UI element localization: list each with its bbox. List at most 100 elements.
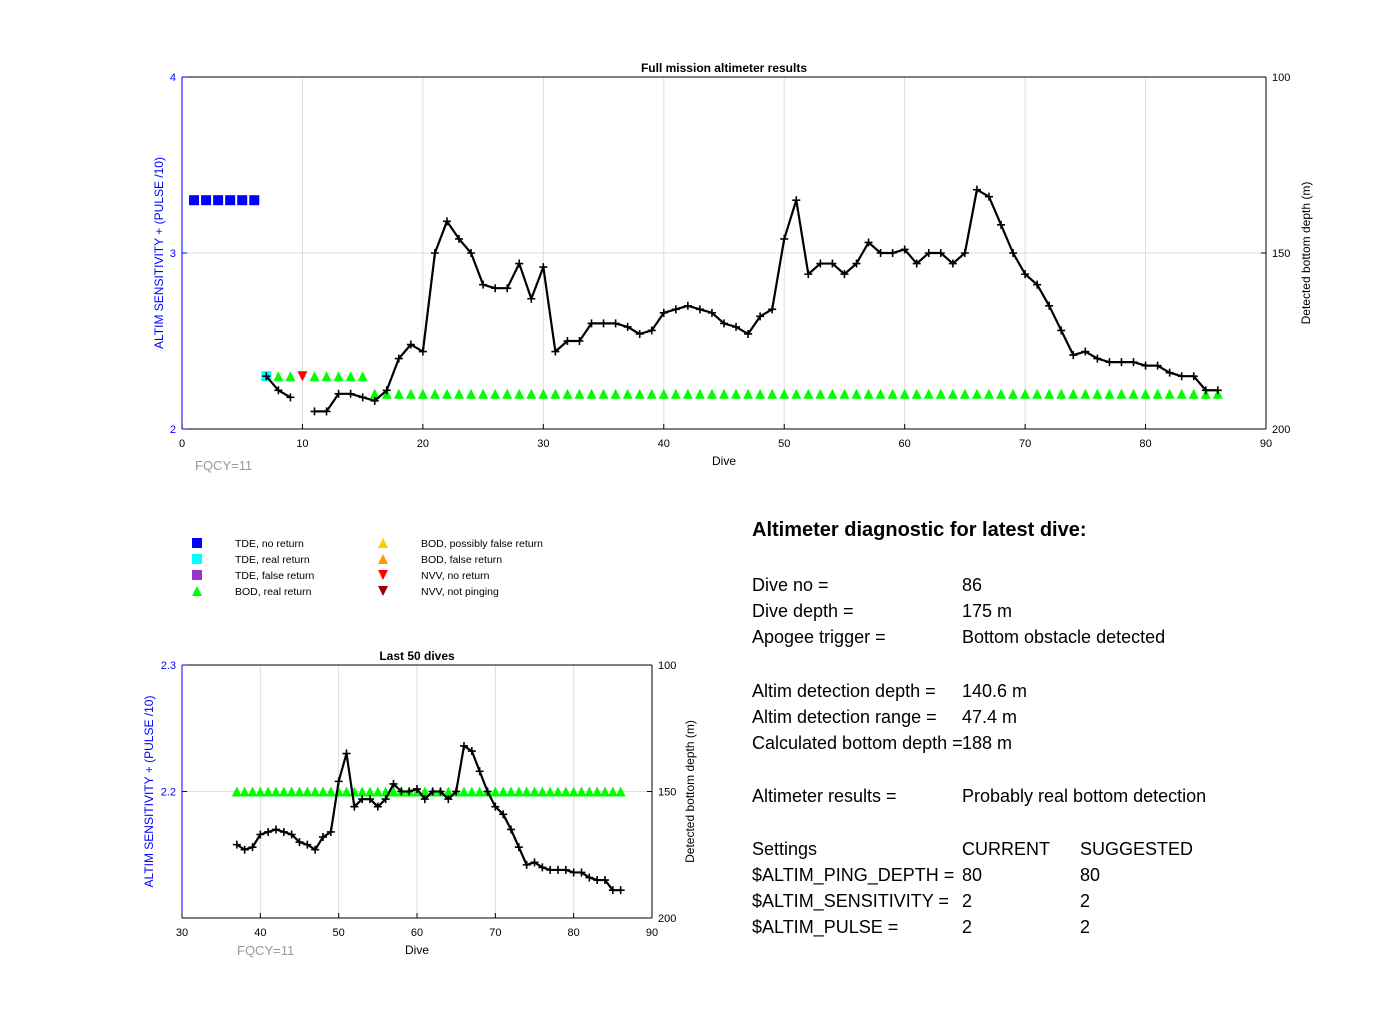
- bottom-depth-point: [248, 843, 257, 852]
- legend-marker: [378, 538, 388, 548]
- data-marker: [1128, 388, 1139, 399]
- bottom-depth-point: [575, 337, 584, 345]
- x-tick-label: 80: [1139, 438, 1151, 450]
- bottom-depth-point: [1189, 372, 1198, 381]
- data-marker: [586, 388, 597, 399]
- x-tick-label: 30: [176, 927, 188, 939]
- data-marker: [513, 786, 524, 797]
- ping-depth-current: 80: [962, 865, 983, 885]
- bottom-depth-point: [864, 238, 873, 247]
- bottom-depth-point: [467, 747, 476, 756]
- chart-full-mission: 0 10 20 30 40 50 60 70 80 90 2 3 4 100 150 200 Full miss…: [152, 61, 1313, 473]
- bottom-depth-point: [413, 784, 421, 793]
- data-marker: [622, 388, 633, 399]
- legend-label: BOD, possibly false return: [421, 538, 543, 550]
- data-marker: [827, 388, 838, 399]
- data-marker: [419, 786, 430, 797]
- y-axis-label: ALTIM SENSITIVITY + (PULSE /10): [142, 696, 156, 888]
- data-marker: [791, 388, 802, 399]
- x-tick-label: 70: [489, 927, 501, 939]
- dive-depth-value: 175 m: [962, 601, 1013, 621]
- y2-axis-label: Detected bottom depth (m): [683, 720, 697, 863]
- data-marker: [429, 388, 440, 399]
- apogee-value: Bottom obstacle detected: [962, 627, 1166, 647]
- data-marker: [526, 388, 537, 399]
- data-marker: [325, 786, 336, 797]
- data-marker: [706, 388, 717, 399]
- data-marker: [550, 388, 561, 399]
- bottom-depth-point: [436, 787, 445, 796]
- settings-label: Settings: [752, 839, 818, 859]
- data-marker: [610, 388, 621, 399]
- legend-marker: [192, 570, 202, 580]
- data-marker: [815, 388, 826, 399]
- bottom-depth-point: [1045, 301, 1054, 310]
- y2-tick-label: 150: [1272, 248, 1290, 260]
- y2-tick-label: 100: [1272, 72, 1290, 84]
- bottom-depth-point: [695, 305, 704, 314]
- bottom-depth-point: [475, 767, 484, 776]
- bottom-depth-point: [522, 860, 531, 869]
- bottom-depth-point: [635, 329, 644, 338]
- bottom-depth-point: [530, 858, 539, 867]
- y2-tick-label: 200: [658, 913, 676, 925]
- legend-item: BOD, false return: [378, 554, 502, 566]
- legend-item: NVV, not pinging: [378, 586, 499, 598]
- legend-label: NVV, not pinging: [421, 586, 499, 598]
- bottom-depth-point: [479, 280, 488, 289]
- legend-label: TDE, real return: [235, 554, 310, 566]
- bottom-depth-point: [389, 779, 398, 788]
- ping-depth-label: $ALTIM_PING_DEPTH =: [752, 865, 955, 885]
- data-marker: [521, 786, 532, 797]
- data-marker: [851, 388, 862, 399]
- data-marker: [560, 786, 571, 797]
- x-tick-label: 70: [1019, 438, 1031, 450]
- data-marker: [285, 371, 296, 382]
- bottom-depth-point: [342, 749, 351, 758]
- data-marker: [459, 786, 469, 797]
- bottom-depth-point: [997, 220, 1006, 229]
- data-marker: [803, 388, 814, 399]
- y-tick-label: 2.2: [161, 787, 176, 799]
- bottom-depth-point: [428, 787, 437, 796]
- x-tick-label: 30: [537, 438, 549, 450]
- bottom-depth-point: [455, 234, 464, 243]
- data-marker: [297, 371, 308, 382]
- data-marker: [474, 786, 485, 797]
- bottom-depth-point: [405, 787, 414, 796]
- data-marker: [357, 786, 368, 797]
- data-marker: [996, 388, 1007, 399]
- data-marker: [779, 388, 790, 399]
- data-marker: [839, 388, 850, 399]
- bottom-depth-point: [732, 322, 741, 331]
- bottom-depth-point: [507, 825, 515, 834]
- results-value: Probably real bottom detection: [962, 786, 1207, 806]
- x-tick-label: 50: [778, 438, 790, 450]
- bottom-depth-point: [577, 868, 586, 877]
- calc-depth-label: Calculated bottom depth =: [752, 733, 963, 753]
- data-marker: [1140, 388, 1151, 399]
- data-marker: [405, 388, 416, 399]
- pulse-suggested: 2: [1080, 917, 1091, 937]
- bottom-depth-point: [551, 347, 560, 356]
- data-marker: [247, 786, 258, 797]
- data-marker: [911, 388, 922, 399]
- bottom-depth-point: [756, 312, 765, 321]
- data-marker: [372, 786, 383, 797]
- bottom-depth-point: [569, 868, 578, 877]
- y-tick-label: 3: [170, 248, 176, 260]
- bottom-depth-point: [659, 308, 668, 317]
- bottom-depth-point: [707, 308, 716, 317]
- altim-range-value: 47.4 m: [962, 707, 1018, 727]
- bottom-depth-point: [1093, 354, 1102, 363]
- data-marker: [607, 786, 618, 797]
- bottom-depth-point: [346, 389, 355, 398]
- data-marker: [1176, 388, 1187, 399]
- bottom-depth-point: [286, 393, 295, 402]
- bottom-depth-point: [491, 802, 500, 811]
- data-marker: [1068, 388, 1079, 399]
- legend-label: BOD, false return: [421, 554, 502, 566]
- y2-tick-label: 150: [658, 787, 676, 799]
- data-marker: [271, 786, 281, 797]
